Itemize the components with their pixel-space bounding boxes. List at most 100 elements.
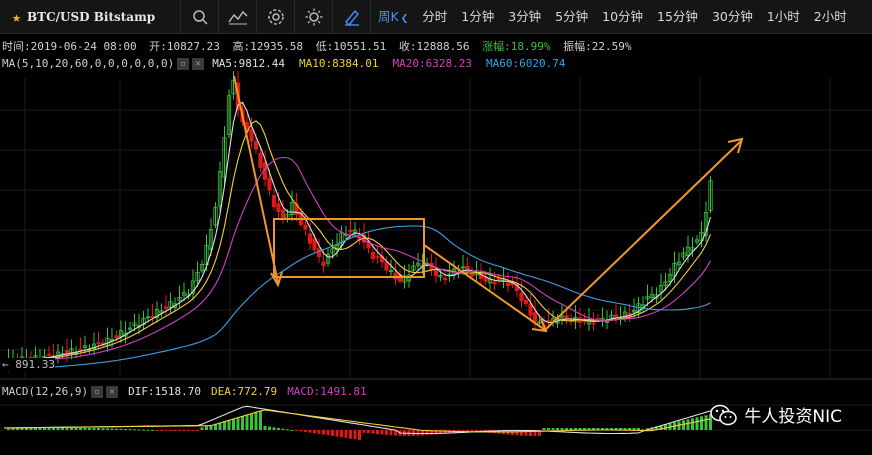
candle	[105, 337, 110, 346]
macd-bar	[25, 428, 28, 430]
period-2hour[interactable]: 2小时	[813, 8, 847, 24]
search-icon[interactable]	[180, 0, 218, 34]
theme-icon[interactable]	[294, 0, 332, 34]
macd-bar	[380, 430, 384, 435]
macd-bar	[434, 430, 438, 435]
macd-bar	[79, 427, 82, 430]
ma60-line	[3, 225, 711, 371]
macd-bar	[601, 428, 604, 430]
period-selector-week[interactable]: 周K ❮	[370, 0, 415, 34]
candle	[303, 224, 308, 230]
macd-bar	[308, 430, 312, 433]
star-icon[interactable]: ★	[12, 7, 22, 26]
macd-bar	[88, 427, 91, 430]
macd-bar	[322, 430, 325, 435]
candle	[546, 319, 551, 322]
macd-close-icon[interactable]: ✕	[106, 385, 119, 398]
candle	[172, 303, 178, 308]
macd-bar	[704, 415, 708, 430]
macd-bar	[655, 426, 658, 430]
candle	[384, 261, 389, 271]
candle	[231, 79, 236, 95]
candle	[195, 271, 200, 282]
macd-bar	[236, 417, 240, 430]
macd-bar	[515, 430, 519, 436]
period-1hour[interactable]: 1小时	[766, 8, 800, 24]
macd-bar	[394, 430, 397, 436]
ma10-value: MA10:8384.01	[299, 57, 379, 70]
period-10min[interactable]: 10分钟	[602, 8, 644, 24]
draw-icon[interactable]	[332, 0, 370, 34]
settings-icon[interactable]	[256, 0, 294, 34]
macd-bar	[250, 413, 253, 430]
period-15min[interactable]: 15分钟	[657, 8, 698, 24]
annotation-arrow-down-2	[423, 244, 546, 331]
period-3min[interactable]: 3分钟	[508, 8, 542, 24]
candle	[177, 296, 182, 301]
macd-bar	[610, 428, 613, 430]
macd-bar	[470, 430, 474, 433]
macd-bar	[583, 428, 586, 430]
ma-settings-icon[interactable]: ▫	[177, 57, 190, 70]
dea-value: DEA:772.79	[210, 385, 278, 398]
period-30min[interactable]: 30分钟	[711, 8, 753, 24]
candle	[447, 273, 452, 276]
period-5min[interactable]: 5分钟	[555, 8, 589, 24]
macd-bar	[272, 427, 276, 430]
macd-bar	[551, 428, 555, 430]
macd-bar	[263, 426, 267, 430]
candle	[132, 322, 137, 326]
candle	[672, 262, 677, 277]
candle	[613, 314, 619, 318]
wechat-icon	[710, 404, 738, 425]
ma-close-icon[interactable]: ✕	[192, 57, 205, 70]
macd-bar	[205, 426, 208, 430]
indicator-icon[interactable]	[218, 0, 256, 34]
candle	[226, 95, 232, 135]
candle	[271, 195, 277, 208]
macd-bar	[61, 427, 64, 430]
candle	[46, 353, 52, 356]
macd-bar	[682, 420, 685, 430]
macd-bar	[304, 430, 307, 432]
symbol-selector[interactable]: ★ BTC/USD Bitstamp	[0, 8, 180, 26]
macd-bar	[245, 414, 249, 430]
candle	[33, 355, 38, 358]
macd-settings-icon[interactable]: ▫	[91, 385, 104, 398]
macd-bar	[7, 428, 10, 430]
macd-bar	[511, 430, 514, 435]
macd-bar	[115, 428, 118, 430]
candle	[159, 310, 164, 314]
amplitude-value: 振幅:22.59%	[563, 40, 632, 53]
candle	[334, 244, 340, 251]
candle	[150, 315, 155, 318]
period-1min[interactable]: 1分钟	[461, 8, 495, 24]
macd-bar	[587, 428, 591, 430]
period-timeshare[interactable]: 分时	[422, 8, 448, 24]
candle	[604, 321, 610, 323]
macd-bar	[335, 430, 339, 437]
macd-bar	[124, 428, 127, 430]
candle	[469, 272, 475, 277]
macd-bar	[524, 430, 528, 436]
macd-bar	[16, 428, 19, 430]
candle	[348, 230, 353, 233]
macd-bar	[209, 424, 213, 430]
macd-bar	[119, 428, 123, 430]
macd-bar	[20, 428, 24, 430]
candle	[496, 278, 502, 281]
macd-bar	[223, 421, 226, 430]
macd-bar	[191, 430, 195, 431]
candle	[663, 281, 668, 286]
ma20-value: MA20:6328.23	[392, 57, 473, 70]
candle	[64, 350, 70, 356]
macd-bar	[173, 430, 177, 431]
macd-bar	[92, 427, 96, 430]
last-price-marker: ← 891.33	[2, 358, 55, 371]
candle	[388, 270, 394, 273]
candle	[555, 321, 560, 324]
candle	[492, 281, 497, 285]
macd-bar	[466, 430, 469, 433]
macd-bar	[632, 428, 636, 430]
